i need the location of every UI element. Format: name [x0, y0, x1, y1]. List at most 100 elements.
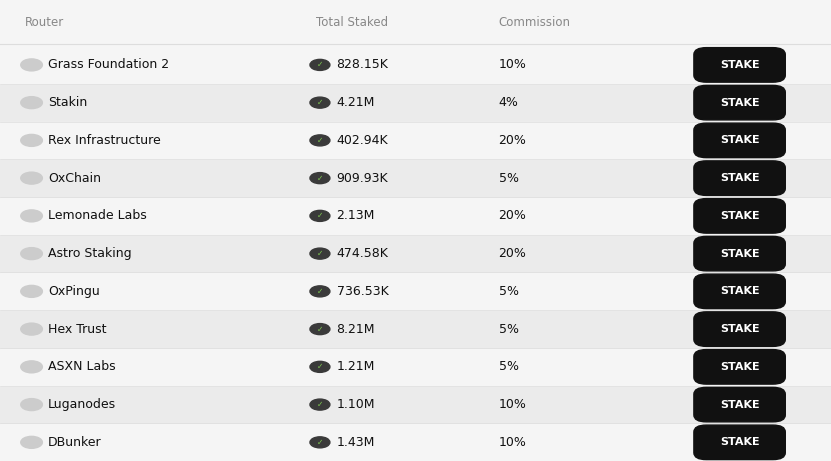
FancyBboxPatch shape: [694, 85, 785, 120]
FancyBboxPatch shape: [0, 387, 831, 424]
Text: 736.53K: 736.53K: [337, 285, 388, 298]
FancyBboxPatch shape: [0, 47, 831, 84]
FancyBboxPatch shape: [0, 160, 831, 197]
Circle shape: [21, 135, 42, 147]
FancyBboxPatch shape: [0, 273, 831, 310]
FancyBboxPatch shape: [694, 349, 785, 384]
Circle shape: [310, 172, 330, 183]
Text: STAKE: STAKE: [720, 136, 760, 145]
Text: 2.13M: 2.13M: [337, 209, 375, 222]
Text: Rex Infrastructure: Rex Infrastructure: [48, 134, 161, 147]
Circle shape: [310, 286, 330, 297]
FancyBboxPatch shape: [0, 425, 831, 461]
Text: 1.21M: 1.21M: [337, 361, 375, 373]
Circle shape: [310, 210, 330, 221]
Circle shape: [21, 285, 42, 297]
Circle shape: [21, 399, 42, 411]
FancyBboxPatch shape: [0, 236, 831, 272]
Text: OxChain: OxChain: [48, 171, 101, 185]
Text: 828.15K: 828.15K: [337, 59, 388, 71]
Text: ✓: ✓: [317, 438, 323, 447]
Text: Lemonade Labs: Lemonade Labs: [48, 209, 147, 222]
Text: ASXN Labs: ASXN Labs: [48, 361, 116, 373]
FancyBboxPatch shape: [0, 311, 831, 348]
Circle shape: [310, 97, 330, 108]
Circle shape: [21, 59, 42, 71]
Circle shape: [310, 399, 330, 410]
Text: 8.21M: 8.21M: [337, 323, 375, 336]
FancyBboxPatch shape: [694, 274, 785, 308]
Text: 10%: 10%: [499, 398, 527, 411]
Text: 5%: 5%: [499, 323, 519, 336]
FancyBboxPatch shape: [694, 387, 785, 422]
FancyBboxPatch shape: [694, 199, 785, 233]
Text: ✓: ✓: [317, 212, 323, 220]
Text: 20%: 20%: [499, 134, 527, 147]
Text: STAKE: STAKE: [720, 400, 760, 409]
Text: ✓: ✓: [317, 362, 323, 372]
Circle shape: [310, 248, 330, 259]
Text: 20%: 20%: [499, 247, 527, 260]
Text: ✓: ✓: [317, 136, 323, 145]
Text: Stakin: Stakin: [48, 96, 87, 109]
Text: 5%: 5%: [499, 361, 519, 373]
Text: 5%: 5%: [499, 285, 519, 298]
Circle shape: [21, 323, 42, 335]
Text: 4%: 4%: [499, 96, 519, 109]
Circle shape: [21, 97, 42, 109]
Text: 1.10M: 1.10M: [337, 398, 375, 411]
Text: 10%: 10%: [499, 436, 527, 449]
FancyBboxPatch shape: [0, 123, 831, 159]
Circle shape: [21, 437, 42, 449]
Text: 10%: 10%: [499, 59, 527, 71]
Text: STAKE: STAKE: [720, 324, 760, 334]
Circle shape: [21, 361, 42, 373]
Circle shape: [310, 324, 330, 335]
Text: 5%: 5%: [499, 171, 519, 185]
Text: STAKE: STAKE: [720, 286, 760, 296]
Text: STAKE: STAKE: [720, 437, 760, 447]
FancyBboxPatch shape: [0, 349, 831, 386]
FancyBboxPatch shape: [694, 312, 785, 346]
Text: Hex Trust: Hex Trust: [48, 323, 106, 336]
FancyBboxPatch shape: [694, 236, 785, 271]
Text: ✓: ✓: [317, 60, 323, 70]
FancyBboxPatch shape: [0, 198, 831, 235]
Text: ✓: ✓: [317, 249, 323, 258]
FancyBboxPatch shape: [694, 161, 785, 195]
FancyBboxPatch shape: [694, 123, 785, 158]
Circle shape: [21, 172, 42, 184]
Circle shape: [310, 135, 330, 146]
Text: ✓: ✓: [317, 174, 323, 183]
Text: STAKE: STAKE: [720, 173, 760, 183]
Text: STAKE: STAKE: [720, 362, 760, 372]
Text: STAKE: STAKE: [720, 248, 760, 259]
Text: ✓: ✓: [317, 287, 323, 296]
FancyBboxPatch shape: [694, 425, 785, 460]
FancyBboxPatch shape: [0, 85, 831, 122]
Text: Total Staked: Total Staked: [316, 16, 388, 29]
Text: STAKE: STAKE: [720, 60, 760, 70]
Text: STAKE: STAKE: [720, 98, 760, 108]
Text: Router: Router: [25, 16, 64, 29]
Text: 474.58K: 474.58K: [337, 247, 388, 260]
Text: DBunker: DBunker: [48, 436, 102, 449]
Text: Astro Staking: Astro Staking: [48, 247, 132, 260]
Text: Commission: Commission: [499, 16, 571, 29]
Text: STAKE: STAKE: [720, 211, 760, 221]
Text: 909.93K: 909.93K: [337, 171, 388, 185]
Text: 1.43M: 1.43M: [337, 436, 375, 449]
FancyBboxPatch shape: [694, 47, 785, 82]
Text: ✓: ✓: [317, 400, 323, 409]
Circle shape: [310, 59, 330, 71]
Text: 4.21M: 4.21M: [337, 96, 375, 109]
Circle shape: [21, 248, 42, 260]
Circle shape: [310, 437, 330, 448]
Text: OxPingu: OxPingu: [48, 285, 100, 298]
Text: 20%: 20%: [499, 209, 527, 222]
Text: 402.94K: 402.94K: [337, 134, 388, 147]
Text: ✓: ✓: [317, 98, 323, 107]
Text: Luganodes: Luganodes: [48, 398, 116, 411]
Circle shape: [310, 361, 330, 372]
Text: Grass Foundation 2: Grass Foundation 2: [48, 59, 170, 71]
